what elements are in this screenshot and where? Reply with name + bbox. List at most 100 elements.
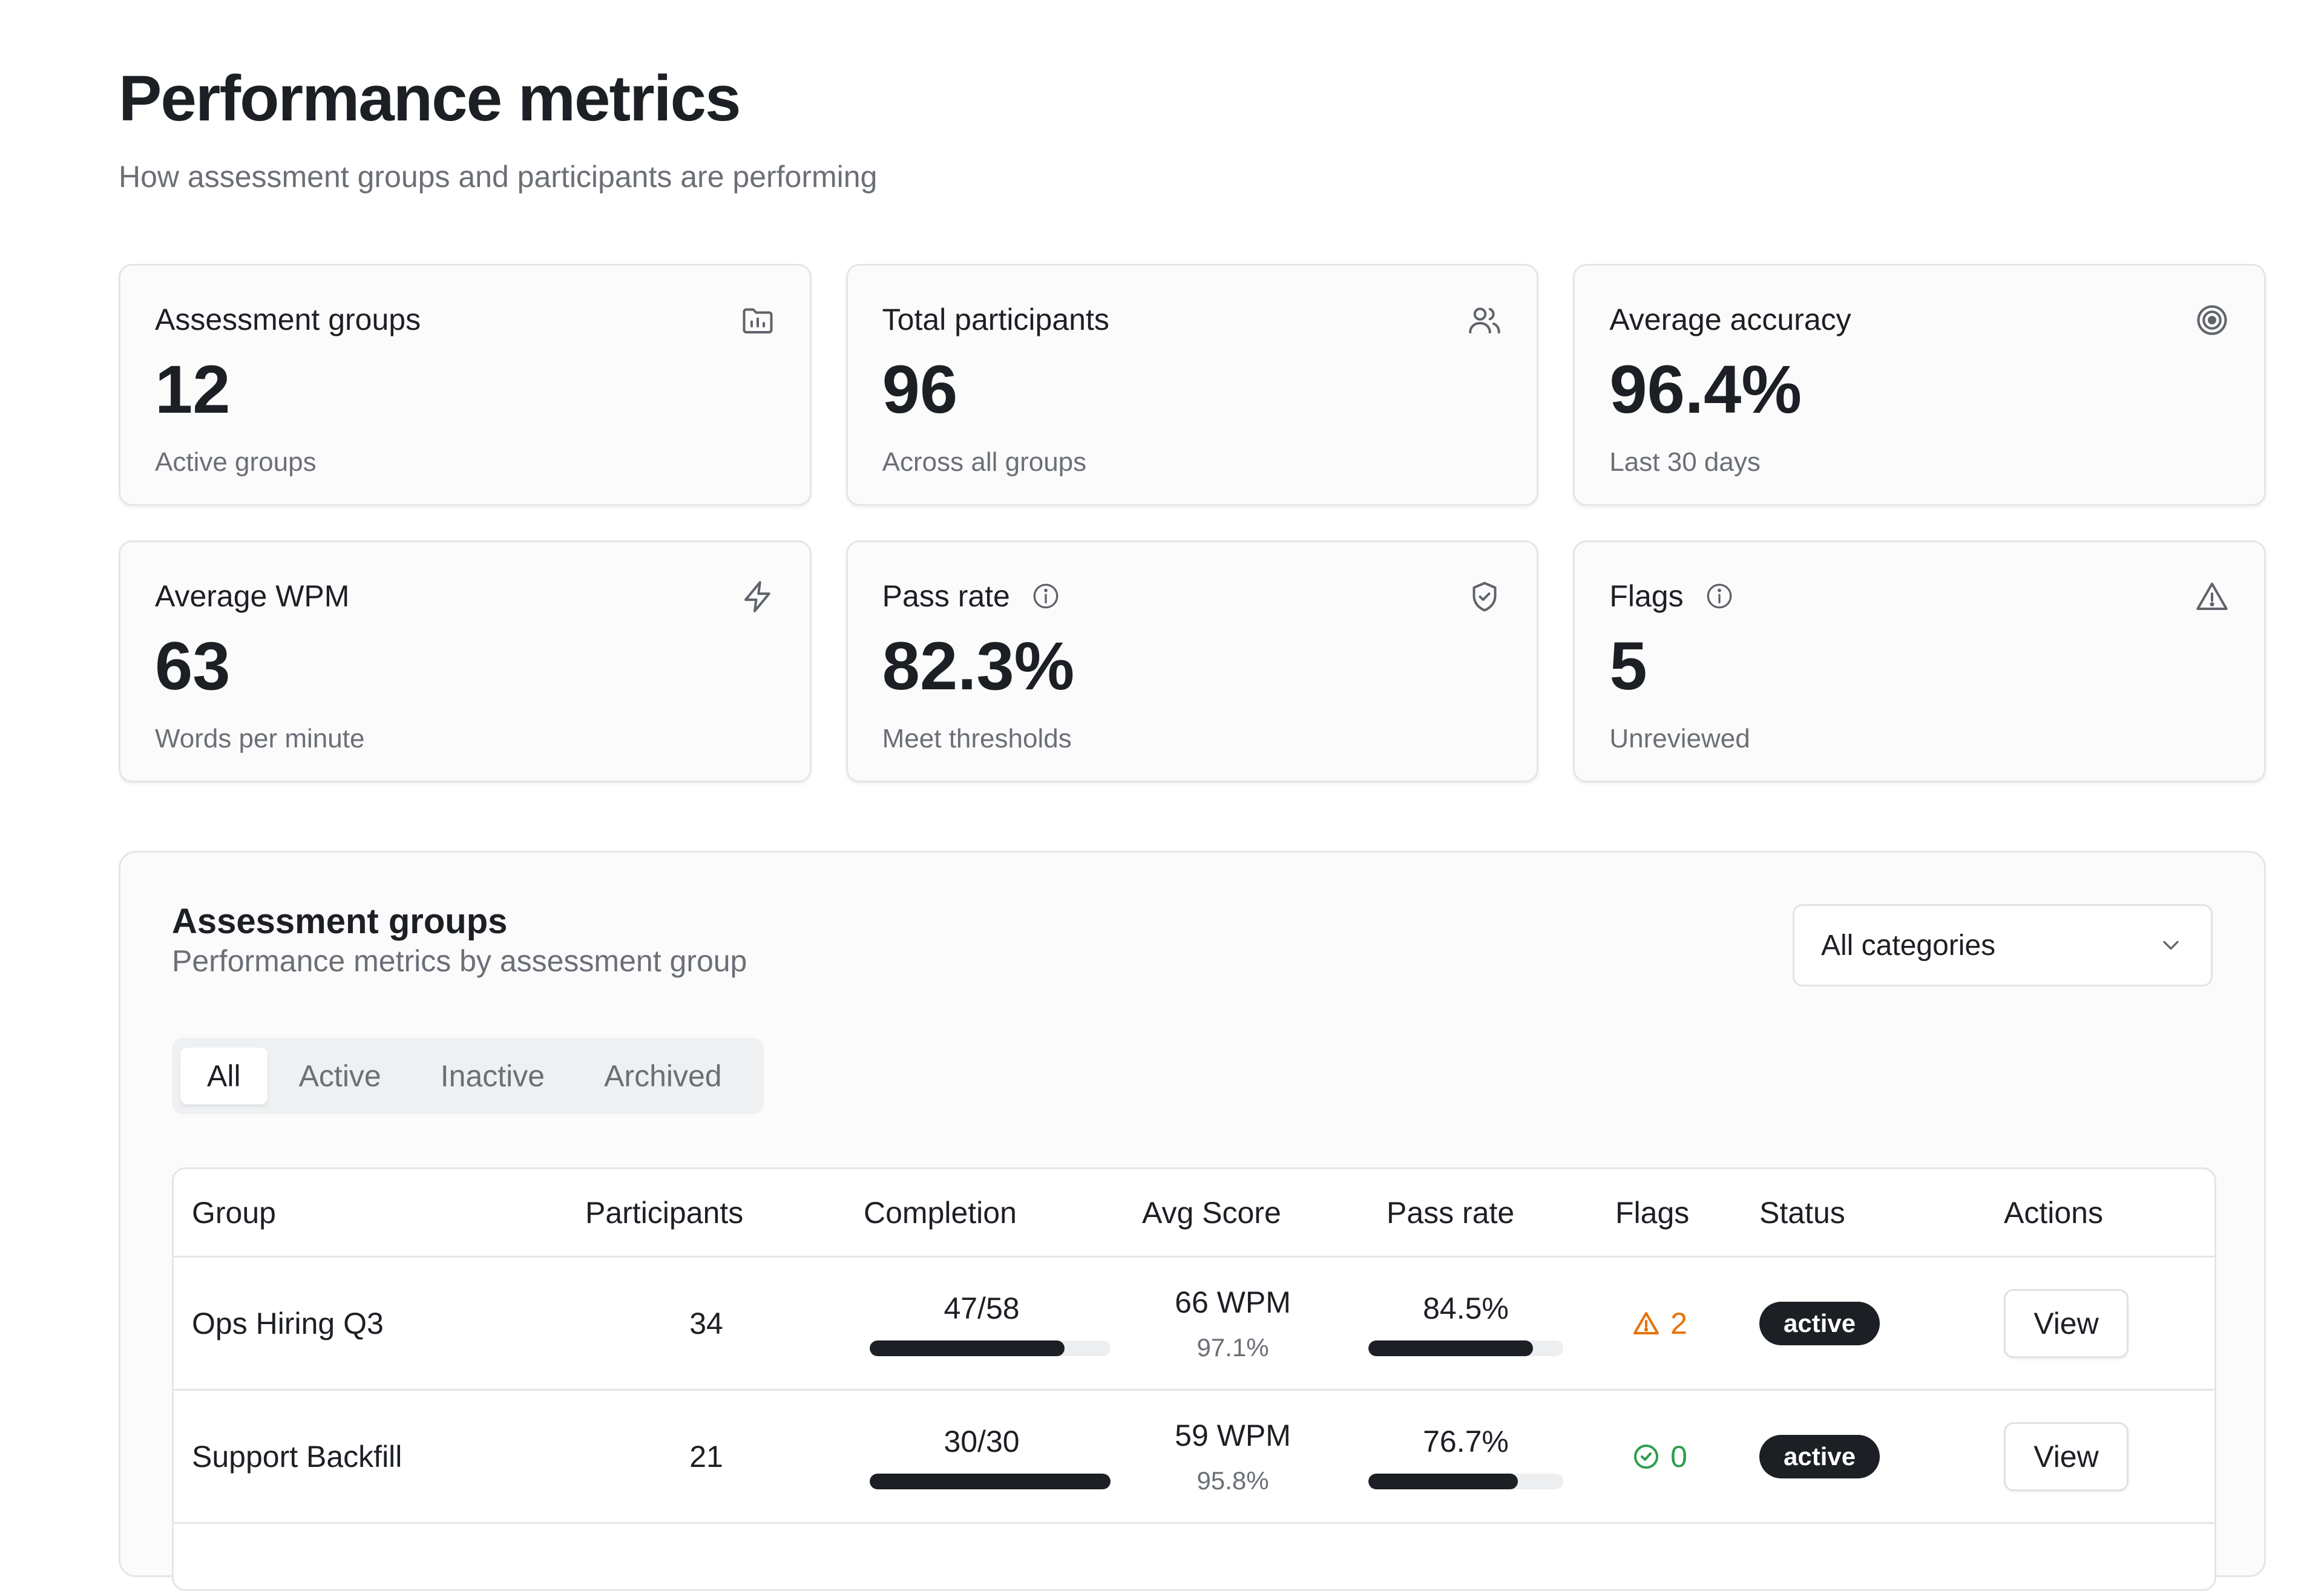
panel-subtitle: Performance metrics by assessment group [172,944,747,978]
groups-table: Group Participants Completion Avg Score … [172,1167,2216,1591]
tab-active[interactable]: Active [298,1059,381,1093]
page-subtitle: How assessment groups and participants a… [119,160,878,194]
table-row: Ops Hiring Q3 34 47/58 66 WPM 97.1% 84.5… [174,1258,2214,1391]
category-select-value: All categories [1821,929,1996,962]
completion-bar [870,1473,1111,1489]
pass-rate-bar-fill [1368,1340,1534,1356]
stat-label: Flags [1609,579,1734,614]
stat-sub: Unreviewed [1609,724,1750,753]
completion-bar-fill [870,1473,1111,1489]
stat-label-text: Flags [1609,579,1684,613]
panel-title: Assessment groups [172,902,508,941]
column-header-flags[interactable]: Flags [1615,1195,1690,1230]
flags-cell: 2 [1584,1306,1735,1341]
stat-card-pass-rate: Pass rate 82.3% Meet thresholds [845,540,1539,782]
chevron-down-icon [2163,940,2179,950]
stat-sub: Words per minute [155,724,365,753]
status-tabs: All Active Inactive Archived [172,1038,764,1114]
pass-rate-cell: 76.7% [1348,1424,1584,1489]
stat-sub: Meet thresholds [882,724,1072,753]
stat-value: 12 [155,352,231,427]
tab-all[interactable]: All [180,1048,268,1104]
status-badge: active [1759,1301,1880,1345]
column-header-pass-rate[interactable]: Pass rate [1387,1195,1515,1230]
pass-rate-value: 84.5% [1423,1291,1509,1325]
status-cell: active [1735,1434,1995,1478]
stat-card-average-wpm: Average WPM 63 Words per minute [119,540,812,782]
users-icon [1469,307,1501,333]
page-title: Performance metrics [119,62,741,134]
view-button[interactable]: View [2004,1288,2129,1358]
accuracy-value: 95.8% [1196,1466,1269,1495]
assessment-groups-panel: Assessment groups Performance metrics by… [119,851,2266,1591]
actions-cell: View [1995,1288,2195,1358]
pass-rate-cell: 84.5% [1348,1291,1584,1356]
shield-check-icon [1472,582,1497,612]
status-badge: active [1759,1434,1880,1478]
info-icon[interactable] [1031,581,1061,611]
completion-value: 47/58 [944,1291,1020,1325]
participants-count: 21 [689,1439,723,1474]
info-icon[interactable] [1704,581,1735,611]
avg-score-value: 66 WPM [1175,1285,1291,1319]
column-header-actions: Actions [2004,1195,2103,1230]
stat-value: 96 [882,352,958,427]
lightning-icon [744,581,770,612]
flags-cell: 0 [1584,1439,1735,1474]
check-circle-icon [1634,1444,1659,1469]
pass-rate-bar [1368,1473,1563,1489]
avg-score-cell: 66 WPM 97.1% [1118,1285,1348,1362]
group-name: Support Backfill [192,1439,402,1474]
completion-bar-fill [870,1340,1065,1356]
tab-inactive[interactable]: Inactive [440,1059,545,1093]
actions-cell: View [1995,1422,2195,1491]
column-header-status[interactable]: Status [1759,1195,1845,1230]
stat-sub: Across all groups [882,447,1087,477]
tab-archived[interactable]: Archived [604,1059,722,1093]
stat-label-text: Pass rate [882,579,1010,613]
participants-count: 34 [689,1306,723,1340]
stat-card-assessment-groups: Assessment groups 12 Active groups [119,264,812,506]
view-button[interactable]: View [2004,1422,2129,1491]
stat-label: Average accuracy [1609,302,1851,337]
pass-rate-bar-fill [1368,1473,1518,1489]
category-select[interactable]: All categories [1793,904,2213,986]
stat-grid: Assessment groups 12 Active groups Total… [119,264,2266,782]
completion-bar [870,1340,1111,1356]
stat-label-text: Average accuracy [1609,303,1851,336]
stat-label: Assessment groups [155,302,421,337]
column-header-participants[interactable]: Participants [585,1195,744,1230]
target-icon [2197,305,2227,335]
pass-rate-value: 76.7% [1423,1424,1509,1458]
stat-label: Average WPM [155,579,349,614]
stat-value: 5 [1609,628,1647,704]
pass-rate-bar [1368,1340,1563,1356]
stat-value: 63 [155,628,231,704]
flags-count: 0 [1670,1439,1687,1474]
stat-card-average-accuracy: Average accuracy 96.4% Last 30 days [1573,264,2266,506]
table-row: Support Backfill 21 30/30 59 WPM 95.8% 7… [174,1391,2214,1524]
warning-icon [2196,582,2228,610]
avg-score-cell: 59 WPM 95.8% [1118,1418,1348,1495]
stat-sub: Active groups [155,447,317,477]
page: Performance metrics How assessment group… [119,0,2267,1591]
column-header-completion[interactable]: Completion [864,1195,1017,1230]
folder-chart-icon [743,308,773,333]
stat-sub: Last 30 days [1609,447,1761,477]
avg-score-value: 59 WPM [1175,1418,1291,1452]
stat-value: 96.4% [1609,352,1802,427]
completion-cell: 47/58 [845,1291,1118,1356]
warning-icon [1633,1311,1659,1334]
group-name: Ops Hiring Q3 [192,1306,384,1340]
flags-count: 2 [1670,1306,1687,1340]
stat-label-text: Average WPM [155,579,350,613]
table-header: Group Participants Completion Avg Score … [174,1169,2214,1258]
accuracy-value: 97.1% [1196,1333,1269,1362]
column-header-avg-score[interactable]: Avg Score [1142,1195,1281,1230]
stat-card-flags: Flags 5 Unreviewed [1573,540,2266,782]
column-header-group[interactable]: Group [192,1195,276,1230]
stat-value: 82.3% [882,628,1075,704]
completion-value: 30/30 [944,1424,1020,1458]
stat-label: Pass rate [882,579,1061,614]
stat-label-text: Total participants [882,303,1109,336]
